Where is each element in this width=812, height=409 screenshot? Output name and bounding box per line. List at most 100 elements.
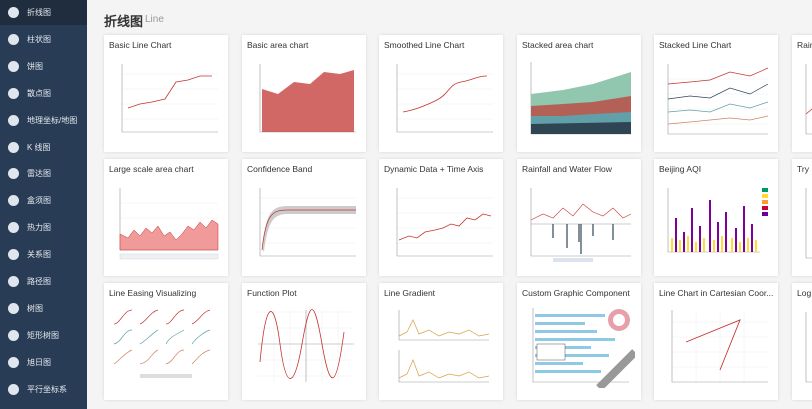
card-title: Log [797,288,812,298]
nav-item[interactable]: 饼图 [0,54,87,79]
nav-item[interactable]: 平行坐标系 [0,377,87,402]
page-subtitle: Line [145,14,164,25]
card-title: Function Plot [247,288,297,298]
nav-icon [8,195,19,207]
nav-label: 地理坐标/地图 [27,115,78,125]
nav-icon [8,222,19,234]
thumbnail [671,310,768,383]
card-title: Basic area chart [247,40,309,50]
nav-icon [8,356,19,368]
thumbnail [530,188,632,262]
nav-item[interactable]: 地理坐标/地图 [0,108,87,133]
nav-label: 路径图 [27,277,51,286]
thumbnail [805,188,812,259]
nav-item[interactable]: 关系图 [0,242,87,267]
thumbnail [805,64,812,135]
card-title: Try D [797,164,812,174]
nav-item[interactable]: 柱状图 [0,27,87,52]
card-title: Rainfall and Water Flow [522,164,612,174]
nav-item[interactable]: 旭日图 [0,350,87,375]
nav-icon [8,302,19,314]
nav-icon [8,60,19,72]
card[interactable]: Line Gradient [379,283,503,400]
nav-icon [8,141,19,153]
card[interactable]: Stacked Line Chart [654,35,778,152]
thumbnail [113,309,211,378]
nav-icon [8,114,19,126]
card[interactable]: Smoothed Line Chart [379,35,503,152]
card[interactable]: Dynamic Data + Time Axis [379,159,503,276]
nav-item[interactable]: 矩形树图 [0,323,87,348]
thumbnail [398,310,490,383]
nav-icon [8,87,19,99]
nav-item[interactable]: 雷达图 [0,161,87,186]
nav-icon [8,249,19,261]
nav-icon [8,329,19,341]
card-title: Stacked Line Chart [659,40,732,50]
thumbnail [119,188,219,260]
card[interactable]: Confidence Band [242,159,366,276]
nav-label: 散点图 [27,88,51,98]
card[interactable]: Large scale area chart [104,159,228,276]
nav-icon [8,168,19,180]
nav-icon [8,276,19,287]
nav-label: 柱状图 [27,34,51,44]
thumbnail [258,309,354,382]
card[interactable]: Stacked area chart [517,35,641,152]
card-title: Line Chart in Cartesian Coor... [659,288,774,298]
nav-label: 饼图 [27,61,43,71]
thumbnail [259,188,356,257]
card[interactable]: Line Easing Visualizing [104,283,228,400]
nav-item[interactable]: 折线图 [0,0,87,25]
thumbnail [667,64,769,135]
nav-item[interactable]: 热力图 [0,215,87,240]
nav-label: 树图 [27,303,43,313]
thumbnail [667,188,768,253]
card[interactable]: Custom Graphic Component [517,283,641,400]
card[interactable]: Rainfall and Water Flow [517,159,641,276]
main: 折线图 Line Basic Line Chart Basic area cha… [87,0,812,409]
card[interactable]: Basic Line Chart [104,35,228,152]
card-title: Stacked area chart [522,40,594,50]
card-title: Large scale area chart [109,164,194,174]
nav-label: 热力图 [27,223,51,233]
thumbnail [121,64,218,133]
card-title: Beijing AQI [659,164,702,174]
card-title: Smoothed Line Chart [384,40,465,50]
card[interactable]: Try D [792,159,812,276]
nav-item[interactable]: 树图 [0,296,87,321]
card-title: Line Gradient [384,288,436,298]
nav-item[interactable]: 路径图 [0,269,87,294]
sidebar: 折线图柱状图饼图散点图地理坐标/地图 K 线图雷达图盒须图热力图关系图路径图树图矩… [0,0,87,409]
page-title: 折线图 [104,14,144,29]
nav-item[interactable]: 散点图 [0,81,87,106]
nav-label: 关系图 [27,250,51,260]
nav-label: 矩形树图 [27,330,59,340]
thumbnail [530,62,631,135]
nav-icon [8,383,19,395]
card-title: Line Easing Visualizing [109,288,197,298]
nav-label: 盒须图 [27,196,51,206]
card-title: Basic Line Chart [109,40,172,50]
thumbnail [396,188,493,257]
nav-icon [8,7,19,18]
card[interactable]: Function Plot [242,283,366,400]
thumbnail [259,64,356,133]
card[interactable]: Beijing AQI [654,159,778,276]
card-title: Confidence Band [247,164,313,174]
nav-icon [8,33,19,45]
nav-label: 旭日图 [27,357,51,367]
nav-item[interactable]: K 线图 [0,135,87,160]
thumbnail [532,308,635,388]
nav-item[interactable]: 盒须图 [0,188,87,213]
nav-label: 平行坐标系 [27,384,67,394]
thumbnail [805,312,812,383]
thumbnail [396,64,493,133]
card[interactable]: Log [792,283,812,400]
card[interactable]: Rain [792,35,812,152]
nav-label: 折线图 [27,8,51,17]
nav-label: 雷达图 [27,169,51,179]
card[interactable]: Line Chart in Cartesian Coor... [654,283,778,400]
card[interactable]: Basic area chart [242,35,366,152]
